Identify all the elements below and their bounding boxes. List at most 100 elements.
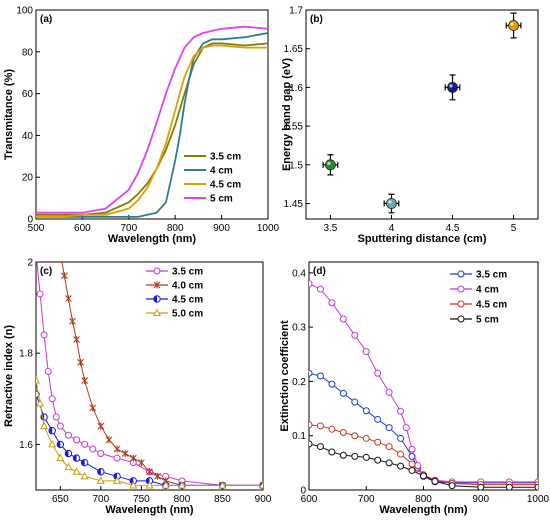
series-0-point bbox=[73, 436, 81, 444]
legend: 3.5 cm 4 cm 4.5 cm 5 cm bbox=[184, 152, 241, 205]
series-0-point bbox=[81, 440, 89, 448]
x-tick-label: 650 bbox=[52, 494, 69, 505]
series-3-point bbox=[408, 466, 416, 474]
series-2-point-fill bbox=[81, 459, 85, 466]
x-tick-label: 900 bbox=[472, 494, 489, 505]
panel-label: (a) bbox=[40, 14, 52, 25]
x-tick-label: 800 bbox=[167, 223, 184, 234]
series-3-point bbox=[309, 440, 313, 448]
legend-label-1: 4 cm bbox=[210, 166, 233, 177]
series-3-point bbox=[339, 451, 347, 459]
series-0-point bbox=[40, 331, 48, 339]
legend-label-0: 3.5 cm bbox=[210, 152, 241, 163]
x-tick-label: 750 bbox=[133, 494, 150, 505]
series-1-point bbox=[69, 317, 76, 325]
series-1-point bbox=[309, 280, 313, 288]
series-0-point bbox=[374, 415, 382, 423]
legend-marker-1 bbox=[457, 285, 465, 293]
series-3-point bbox=[477, 483, 485, 490]
y-tick-label: 1.45 bbox=[284, 199, 304, 210]
y-tick-label: 1.6 bbox=[19, 440, 33, 451]
series-3-point bbox=[534, 483, 538, 490]
series-3-point bbox=[36, 398, 45, 407]
series-3-point bbox=[40, 421, 49, 430]
series-3-point bbox=[129, 480, 138, 489]
series-2-point bbox=[56, 440, 65, 449]
series-3-point bbox=[64, 462, 73, 471]
series-1-point bbox=[339, 315, 347, 323]
series-line-3 bbox=[36, 25, 268, 214]
x-tick-label: 1000 bbox=[257, 223, 280, 234]
x-axis-label: Sputtering distance (cm) bbox=[358, 233, 487, 245]
series-1-point bbox=[351, 331, 359, 339]
y-tick-label: 0.4 bbox=[292, 268, 306, 279]
legend-marker-2 bbox=[457, 300, 465, 308]
series-0-point bbox=[113, 454, 121, 462]
legend-label-0: 3.5 cm bbox=[476, 270, 507, 281]
series-3-point bbox=[36, 375, 41, 384]
series-1-point bbox=[408, 445, 416, 453]
data-point-2 bbox=[447, 82, 458, 93]
series-1-point bbox=[77, 358, 84, 366]
series-line-2 bbox=[36, 44, 268, 218]
y-tick-label: 100 bbox=[16, 6, 33, 17]
legend-label-2: 4.5 cm bbox=[172, 295, 203, 306]
data-point-highlight-3 bbox=[510, 22, 514, 26]
series-1-point bbox=[105, 436, 113, 444]
legend: 3.5 cm 4.0 cm 4.5 cm 5.0 cm bbox=[146, 267, 203, 320]
series-line-3 bbox=[309, 443, 538, 488]
y-tick-label: 0.3 bbox=[292, 323, 306, 334]
panel-d-extinction-coefficient-chart: 600 700 800 900 1000 0 0.1 0.2 0.3 0.4 Wavelength … bbox=[279, 261, 550, 516]
x-tick-label: 600 bbox=[301, 494, 318, 505]
series-2-point bbox=[397, 450, 405, 458]
x-tick-label: 900 bbox=[255, 494, 272, 505]
panel-label: (d) bbox=[313, 266, 326, 277]
plot-frame bbox=[35, 9, 269, 220]
series-1-point bbox=[385, 388, 393, 396]
legend-marker-2-fill bbox=[153, 295, 157, 303]
y-tick-label: 1.65 bbox=[284, 44, 304, 55]
y-tick-label: 0.1 bbox=[292, 431, 306, 442]
series-2-point-fill bbox=[65, 450, 69, 457]
series-3-point bbox=[505, 483, 513, 490]
x-tick-label: 700 bbox=[93, 494, 110, 505]
data-point-3 bbox=[508, 20, 519, 31]
y-tick-label: 1.6 bbox=[289, 83, 303, 94]
x-tick-label: 700 bbox=[358, 494, 375, 505]
series-1-point bbox=[65, 294, 72, 302]
series-1-point bbox=[154, 472, 161, 480]
series-3-point bbox=[420, 472, 427, 480]
series-1-point bbox=[316, 285, 324, 293]
series-2-point bbox=[362, 434, 370, 442]
x-tick-label: 4 bbox=[389, 223, 395, 234]
series-0-point bbox=[89, 445, 97, 453]
series-2-point bbox=[72, 454, 81, 462]
data-layer bbox=[36, 262, 263, 490]
series-3-point bbox=[113, 476, 122, 484]
series-3-point bbox=[56, 453, 65, 462]
series-3-point bbox=[374, 456, 382, 464]
legend-label-0: 3.5 cm bbox=[172, 267, 203, 278]
x-tick-label: 700 bbox=[120, 223, 137, 234]
series-3-point bbox=[385, 459, 393, 467]
x-tick-label: 900 bbox=[213, 223, 230, 234]
series-3-point bbox=[218, 480, 227, 489]
series-2-point-fill bbox=[73, 454, 77, 462]
series-1-point bbox=[402, 424, 410, 432]
legend-marker-0 bbox=[153, 267, 161, 275]
series-3-point bbox=[96, 476, 105, 484]
series-line-1 bbox=[36, 32, 268, 218]
y-tick-label: 1.7 bbox=[289, 6, 303, 17]
series-2-point bbox=[97, 468, 105, 476]
series-1-point bbox=[81, 377, 89, 385]
series-2-point-fill bbox=[97, 468, 101, 475]
series-3-point bbox=[80, 471, 89, 480]
x-tick-label: 4.5 bbox=[446, 223, 460, 234]
series-2-point bbox=[374, 438, 382, 446]
x-tick-label: 1000 bbox=[527, 494, 550, 505]
series-2-point bbox=[339, 428, 347, 436]
x-tick-label: 800 bbox=[415, 494, 432, 505]
x-axis-label: Wavelength (nm) bbox=[108, 233, 197, 245]
series-1-point bbox=[89, 404, 97, 412]
series-3-point bbox=[48, 439, 57, 448]
